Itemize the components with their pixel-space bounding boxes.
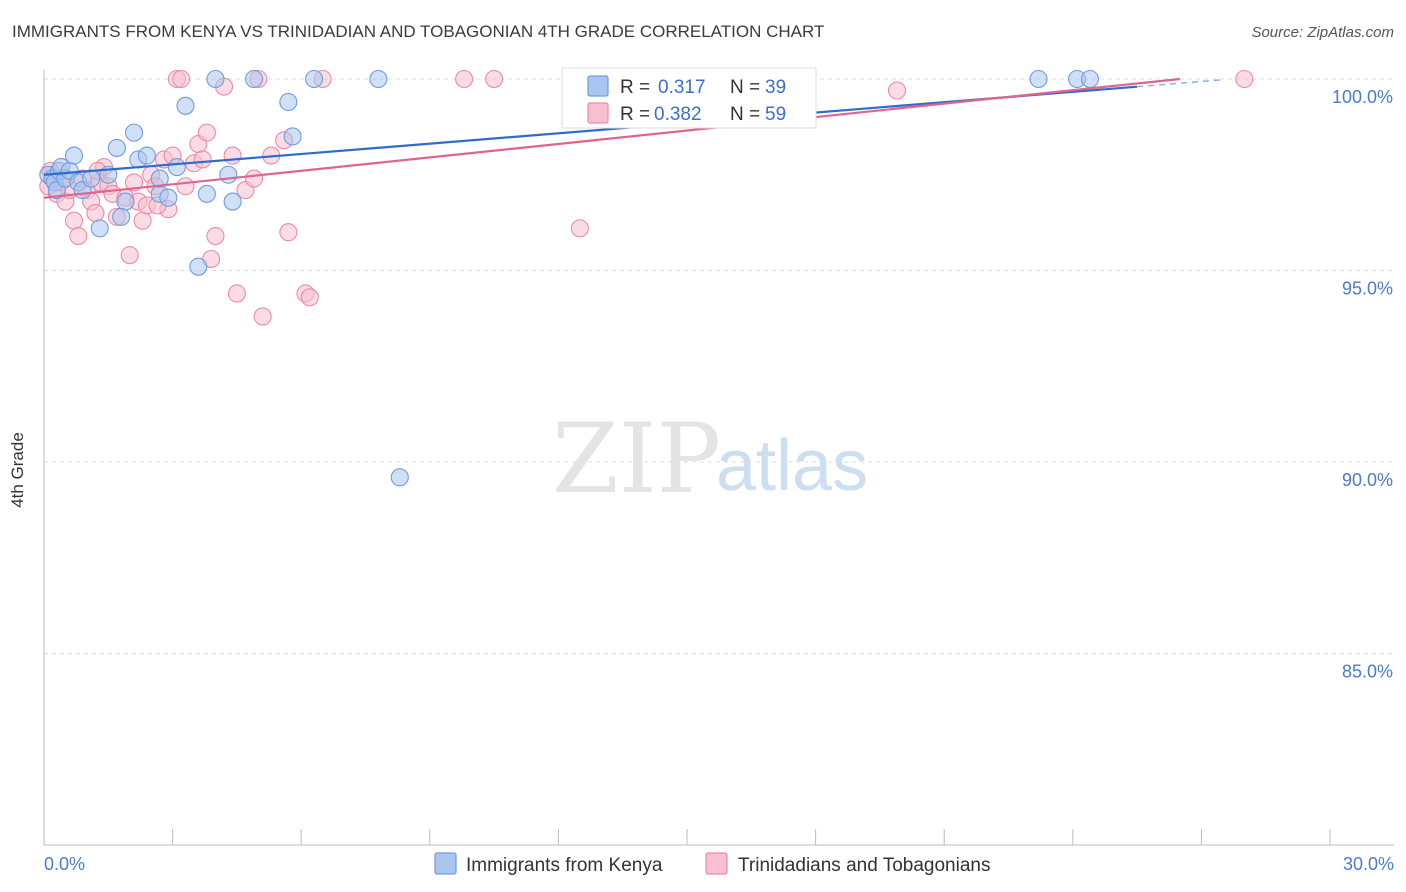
trinidadians-point [227,284,246,303]
legend-label-trinidadians: Trinidadians and Tobagonians [738,855,990,876]
stats-legend: R = 0.317 N = 39 R = 0.382 N = 59 [561,67,817,129]
kenya-point [107,138,126,157]
kenya-point [219,165,238,184]
stats-r-value-trinidadians: 0.382 [654,104,702,125]
legend-swatch-kenya [434,852,457,875]
trinidadians-point [455,69,474,89]
axes [43,70,1394,846]
stats-r-label-kenya: R = [620,77,650,98]
trinidadians-point [300,288,319,307]
gridlines [44,78,1394,654]
trinidadians-point [223,146,242,165]
kenya-trend-line [43,85,1138,176]
kenya-point [223,192,242,211]
stats-n-value-kenya: 39 [765,77,786,98]
stats-r-value-kenya: 0.317 [658,77,706,98]
kenya-point [1080,69,1099,89]
trinidadians-point [86,204,105,223]
trinidadians-point [1235,69,1254,89]
kenya-point [64,146,84,165]
trinidadians-point [69,226,88,246]
kenya-point [159,188,178,207]
trinidadians-point [887,81,907,100]
stats-n-label-kenya: N = [730,77,760,98]
chart-source: Source: ZipAtlas.com [1251,24,1394,41]
y-tick-label: 85.0% [1342,662,1393,682]
kenya-point [390,468,409,487]
kenya-point [189,257,208,276]
chart-title: IMMIGRANTS FROM KENYA VS TRINIDADIAN AND… [12,22,825,41]
y-tick-labels: 100.0% 95.0% 90.0% 85.0% [1332,87,1393,682]
watermark-zip: ZIP [552,403,721,515]
watermark-atlas: atlas [716,426,868,506]
stats-n-label-trinidadians: N = [730,104,760,125]
stats-n-value-trinidadians: 59 [765,104,786,125]
kenya-point [167,158,186,177]
kenya-point [206,69,225,89]
kenya-point [244,69,264,89]
legend-swatch-trinidadians [705,852,728,875]
bottom-legend: Immigrants from Kenya Trinidadians and T… [434,852,990,876]
x-ticks [43,829,1331,845]
trinidadians-point [197,123,216,142]
series-kenya-points [39,69,1099,487]
x-tick-label-min: 0.0% [44,854,85,874]
kenya-point [176,96,195,115]
trinidadians-point [485,69,504,89]
trinidadians-point [570,219,589,238]
stats-r-label-trinidadians: R = [620,104,650,125]
trinidadians-point [193,150,212,169]
kenya-point [124,123,144,142]
kenya-point [369,69,388,89]
kenya-point [1029,69,1048,89]
trinidadians-trend-line [43,77,1181,199]
kenya-point [137,146,156,165]
trinidadians-point [64,211,84,230]
trinidadians-point [120,246,139,265]
stats-swatch-trinidadians [587,102,609,124]
legend-label-kenya: Immigrants from Kenya [466,855,663,876]
kenya-trend-extension [1137,79,1223,88]
trinidadians-point [124,173,144,192]
kenya-point [82,169,101,188]
stats-swatch-kenya [587,75,609,97]
kenya-point [197,184,216,203]
y-tick-label: 95.0% [1342,279,1393,299]
trinidadians-point [133,211,152,230]
trinidadians-point [279,223,298,242]
kenya-point [279,92,298,112]
kenya-point [112,207,131,226]
trinidadians-point [172,69,191,89]
x-tick-label-max: 30.0% [1343,854,1394,874]
kenya-point [283,127,302,146]
kenya-point [305,69,324,89]
trinidadians-point [176,177,195,196]
trend-lines [43,77,1223,199]
kenya-point [116,192,135,211]
y-tick-label: 90.0% [1342,470,1393,490]
y-tick-label: 100.0% [1332,87,1393,107]
trinidadians-point [244,169,264,188]
kenya-point [150,169,169,188]
kenya-point [90,219,109,238]
trinidadians-point [253,307,272,326]
trinidadians-point [206,226,225,246]
